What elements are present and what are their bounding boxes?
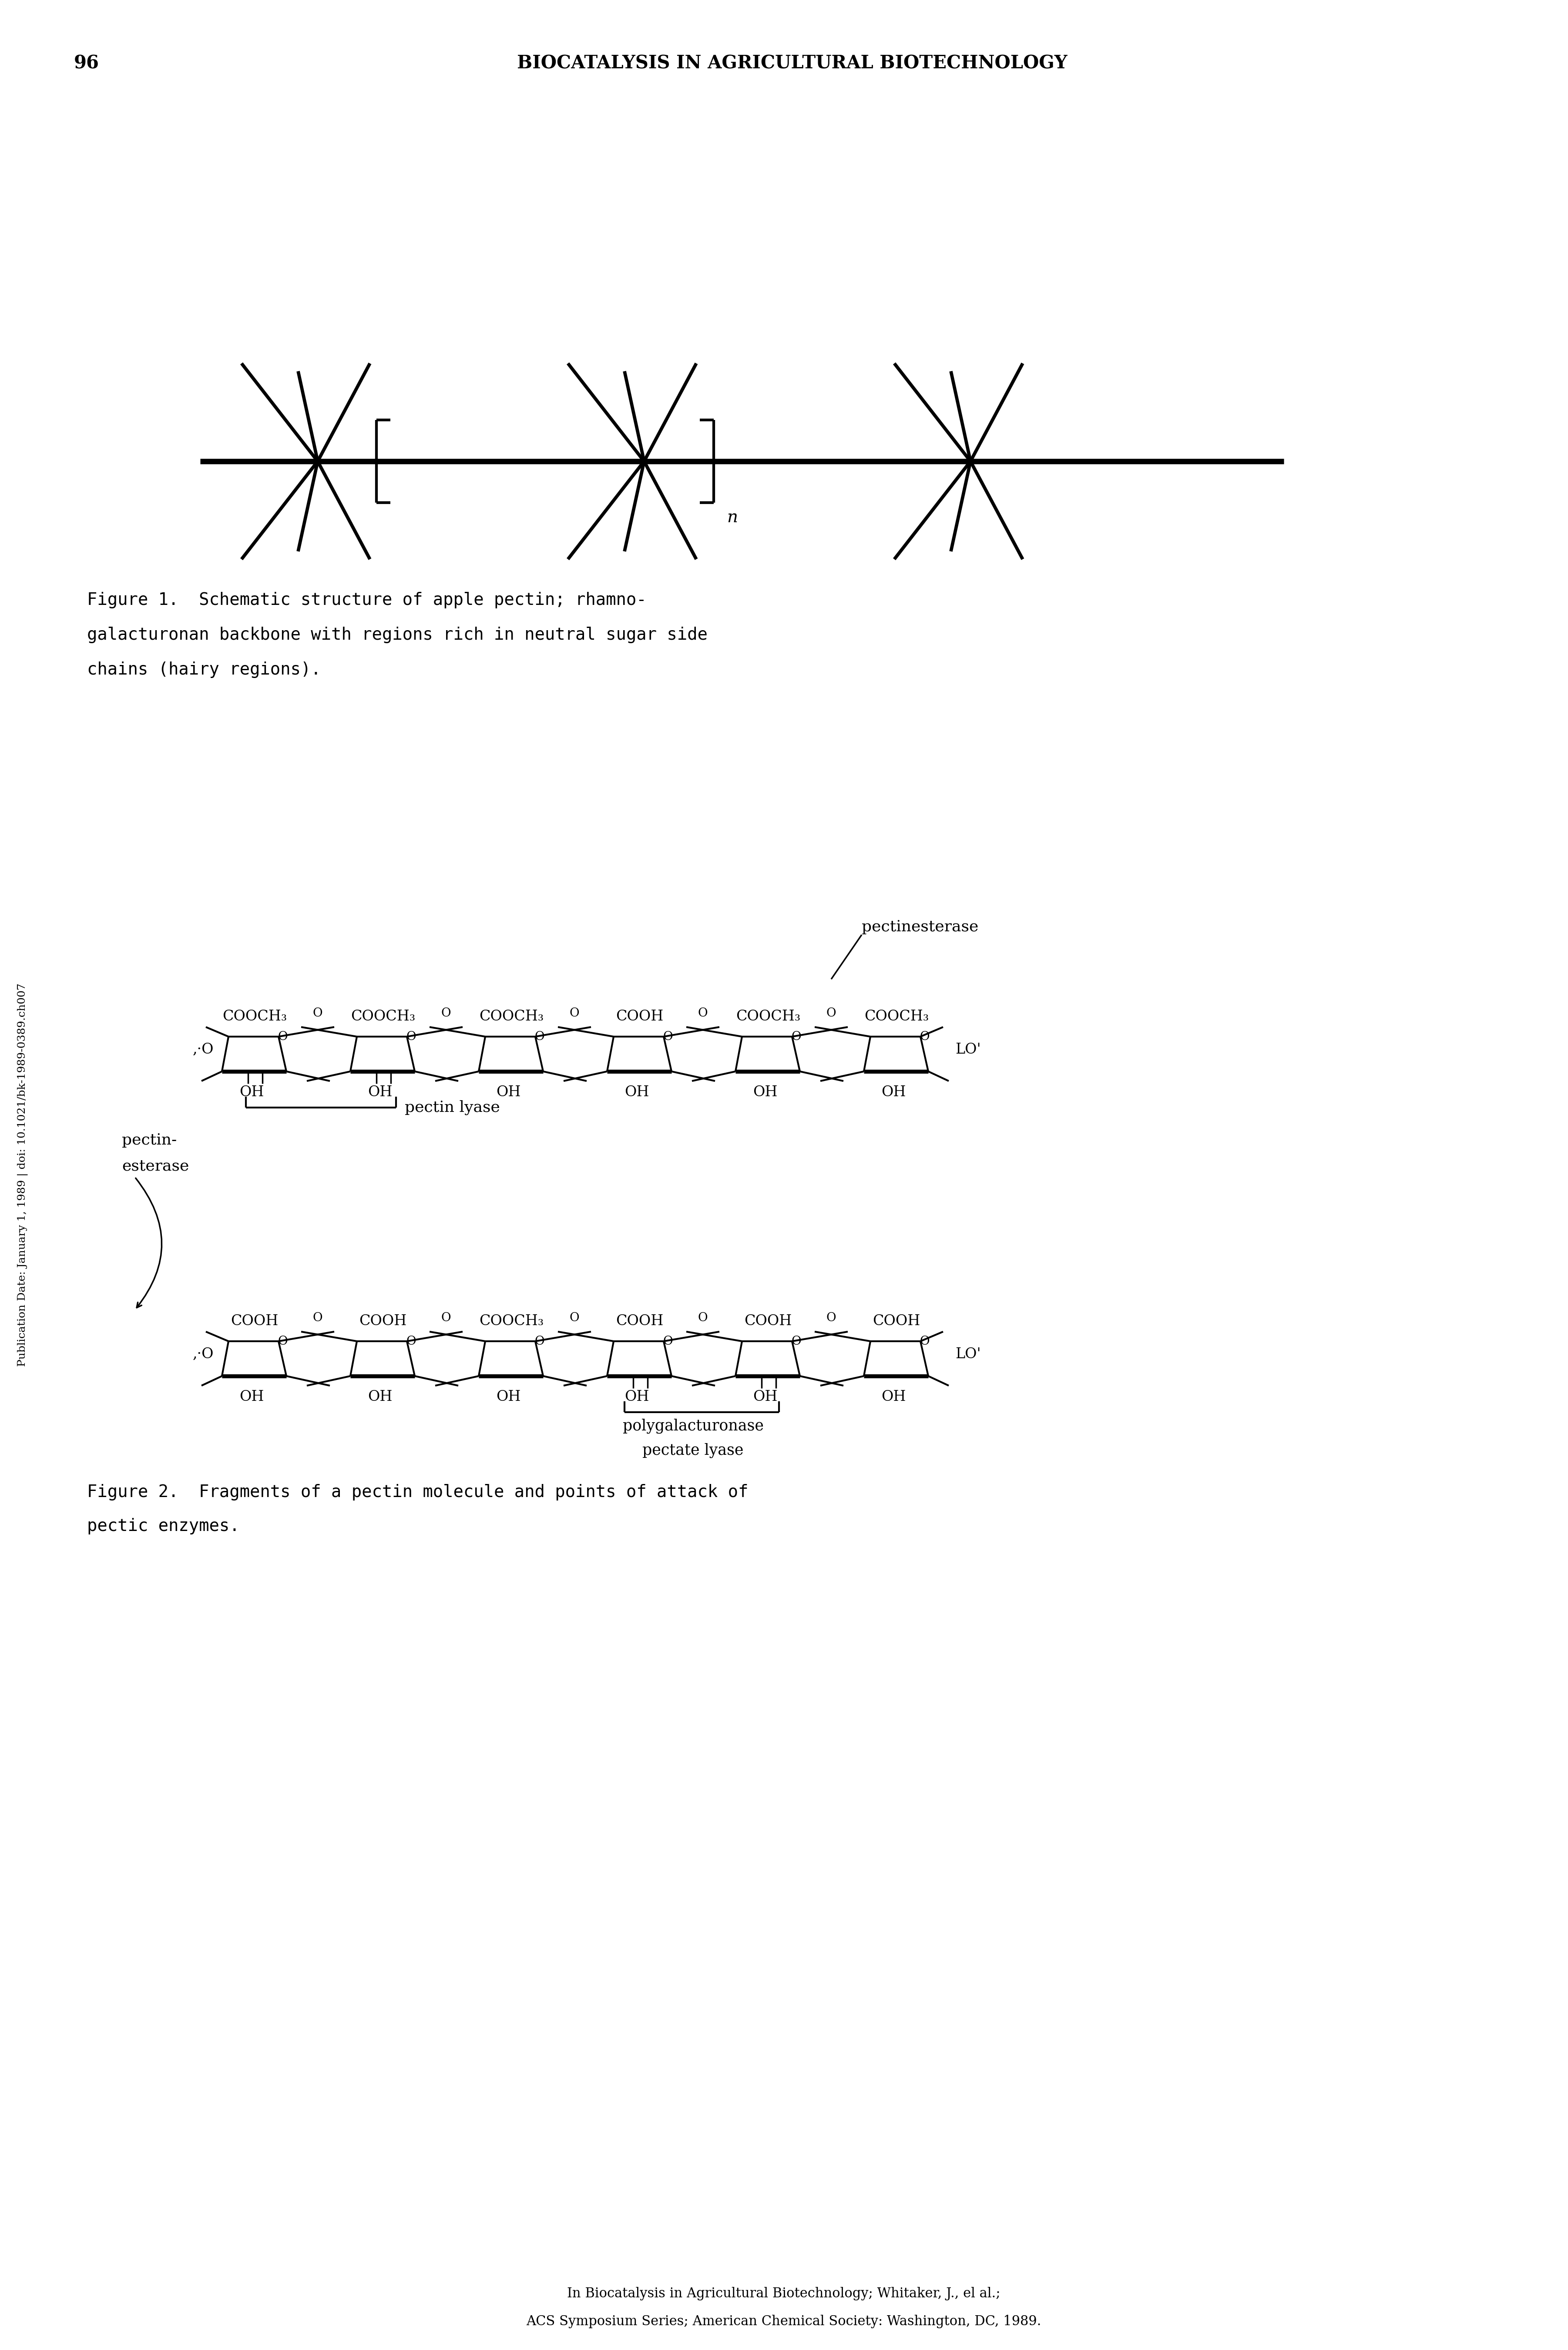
Text: O: O	[312, 1311, 323, 1323]
Text: O: O	[441, 1311, 452, 1323]
Text: OH: OH	[881, 1086, 906, 1100]
Text: pectinesterase: pectinesterase	[862, 919, 978, 935]
Text: COOCH₃: COOCH₃	[864, 1010, 928, 1025]
Text: ,·O: ,·O	[193, 1347, 213, 1361]
Text: COOCH₃: COOCH₃	[351, 1010, 416, 1025]
Text: n: n	[728, 510, 737, 526]
Text: O: O	[792, 1335, 801, 1347]
Text: O: O	[278, 1032, 289, 1043]
Text: pectin-: pectin-	[122, 1133, 177, 1147]
Text: galacturonan backbone with regions rich in neutral sugar side: galacturonan backbone with regions rich …	[88, 627, 707, 644]
Text: O: O	[920, 1032, 930, 1043]
Text: COOCH₃: COOCH₃	[223, 1010, 287, 1025]
Text: OH: OH	[624, 1389, 649, 1403]
Text: O: O	[441, 1008, 452, 1020]
Text: O: O	[698, 1008, 707, 1020]
Text: OH: OH	[495, 1086, 521, 1100]
Text: O: O	[698, 1311, 707, 1323]
Text: O: O	[663, 1032, 673, 1043]
Text: OH: OH	[495, 1389, 521, 1403]
Text: COOCH₃: COOCH₃	[735, 1010, 800, 1025]
Text: OH: OH	[367, 1389, 392, 1403]
Text: O: O	[663, 1335, 673, 1347]
Text: O: O	[569, 1008, 580, 1020]
Text: OH: OH	[240, 1086, 263, 1100]
Text: LO': LO'	[955, 1043, 980, 1058]
Text: Figure 2.  Fragments of a pectin molecule and points of attack of: Figure 2. Fragments of a pectin molecule…	[88, 1483, 748, 1502]
Text: OH: OH	[753, 1086, 778, 1100]
Text: O: O	[569, 1311, 580, 1323]
Text: chains (hairy regions).: chains (hairy regions).	[88, 660, 321, 679]
Text: COOH: COOH	[359, 1314, 406, 1328]
Text: Publication Date: January 1, 1989 | doi: 10.1021/bk-1989-0389.ch007: Publication Date: January 1, 1989 | doi:…	[17, 982, 28, 1368]
Text: OH: OH	[881, 1389, 906, 1403]
Text: pectate lyase: pectate lyase	[643, 1443, 743, 1457]
Text: esterase: esterase	[122, 1159, 190, 1173]
Text: O: O	[535, 1335, 544, 1347]
Text: COOH: COOH	[230, 1314, 279, 1328]
Text: O: O	[826, 1311, 836, 1323]
Text: O: O	[920, 1335, 930, 1347]
Text: ACS Symposium Series; American Chemical Society: Washington, DC, 1989.: ACS Symposium Series; American Chemical …	[527, 2315, 1041, 2329]
Text: COOH: COOH	[616, 1314, 663, 1328]
Text: OH: OH	[753, 1389, 778, 1403]
Text: COOCH₃: COOCH₃	[480, 1010, 544, 1025]
Text: LO': LO'	[955, 1347, 980, 1361]
Text: OH: OH	[624, 1086, 649, 1100]
Text: COOCH₃: COOCH₃	[480, 1314, 544, 1328]
Text: O: O	[406, 1335, 416, 1347]
Text: COOH: COOH	[616, 1010, 663, 1025]
Text: COOH: COOH	[873, 1314, 920, 1328]
Text: polygalacturonase: polygalacturonase	[622, 1419, 764, 1434]
Text: OH: OH	[240, 1389, 263, 1403]
Text: O: O	[826, 1008, 836, 1020]
Text: O: O	[312, 1008, 323, 1020]
Text: O: O	[535, 1032, 544, 1043]
Text: COOH: COOH	[745, 1314, 792, 1328]
Text: O: O	[792, 1032, 801, 1043]
Text: Figure 1.  Schematic structure of apple pectin; rhamno-: Figure 1. Schematic structure of apple p…	[88, 592, 646, 609]
Text: O: O	[278, 1335, 289, 1347]
FancyArrowPatch shape	[136, 1177, 162, 1307]
Text: OH: OH	[367, 1086, 392, 1100]
Text: 96: 96	[74, 54, 99, 73]
Text: In Biocatalysis in Agricultural Biotechnology; Whitaker, J., el al.;: In Biocatalysis in Agricultural Biotechn…	[568, 2287, 1000, 2301]
Text: BIOCATALYSIS IN AGRICULTURAL BIOTECHNOLOGY: BIOCATALYSIS IN AGRICULTURAL BIOTECHNOLO…	[517, 54, 1068, 73]
Text: ,·O: ,·O	[193, 1043, 213, 1058]
Text: pectic enzymes.: pectic enzymes.	[88, 1518, 240, 1535]
Text: pectin lyase: pectin lyase	[405, 1100, 500, 1114]
Text: O: O	[406, 1032, 416, 1043]
